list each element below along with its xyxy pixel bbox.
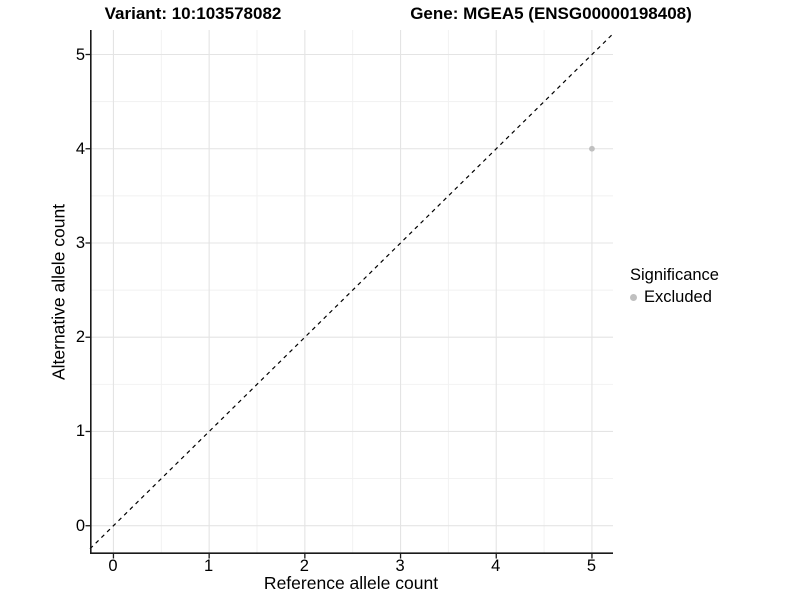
y-axis-title: Alternative allele count [48,203,69,381]
identity-line [89,33,613,550]
x-axis-title: Reference allele count [263,573,439,593]
x-tick-label: 0 [108,557,118,575]
y-tick-label: 5 [75,45,85,64]
plot-panel [85,30,613,559]
x-tick-label: 2 [299,557,309,575]
data-point [588,145,595,152]
x-tick-label: 4 [491,557,501,575]
y-tick-label: 1 [75,422,85,441]
legend-title: Significance [630,266,719,284]
x-tick-label: 3 [395,557,405,575]
y-tick-label: 4 [75,139,85,158]
variant-title: Variant: 10:103578082 [104,4,282,23]
y-tick-label: 0 [75,516,85,535]
y-tick-label: 2 [75,328,85,347]
y-tick-label: 3 [75,233,85,252]
x-tick-label: 5 [586,557,597,575]
legend-item-label: Excluded [644,288,712,306]
excluded-point-icon [630,294,637,301]
x-tick-label: 1 [204,557,214,575]
gene-title: Gene: MGEA5 (ENSG00000198408) [410,4,692,23]
legend: Significance Excluded [630,266,719,307]
legend-item-excluded: Excluded [630,288,719,307]
